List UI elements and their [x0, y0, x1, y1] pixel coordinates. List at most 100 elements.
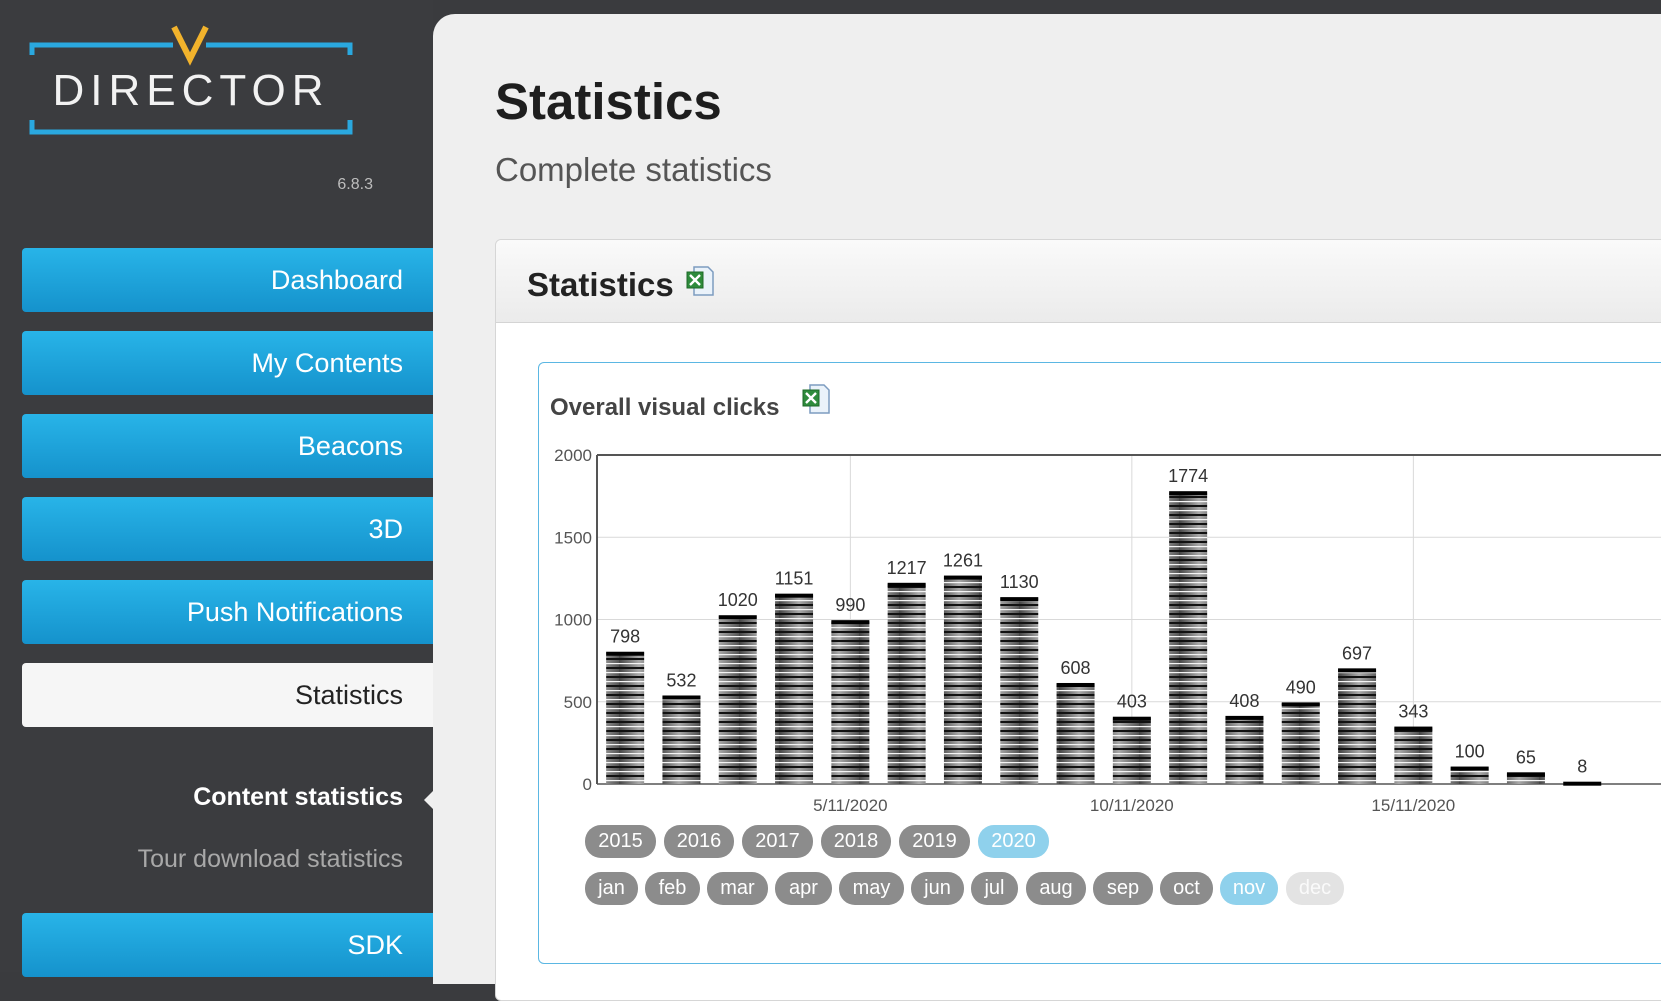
- bar-data-label: 343: [1398, 702, 1428, 722]
- bar-data-label: 1130: [1000, 572, 1039, 592]
- month-pill-mar[interactable]: mar: [707, 872, 768, 905]
- bar-data-label: 697: [1342, 643, 1372, 663]
- bar: [1225, 716, 1264, 784]
- month-pill-feb[interactable]: feb: [645, 872, 700, 905]
- bar: [1281, 703, 1320, 784]
- year-pill-2019[interactable]: 2019: [899, 825, 970, 858]
- year-pill-2016[interactable]: 2016: [664, 825, 734, 858]
- bar-cap: [1281, 702, 1320, 707]
- app-version: 6.8.3: [337, 176, 373, 193]
- nav-push-notifications[interactable]: Push Notifications: [22, 580, 433, 644]
- excel-icon[interactable]: [802, 384, 830, 414]
- page-title: Statistics: [495, 73, 722, 130]
- month-pill-nov[interactable]: nov: [1220, 872, 1278, 905]
- active-caret-icon: [424, 790, 434, 810]
- bar-data-label: 1774: [1168, 466, 1208, 486]
- bar-data-label: 408: [1229, 691, 1259, 711]
- nav-3d[interactable]: 3D: [22, 497, 433, 561]
- bar-cap: [1394, 726, 1433, 731]
- y-tick-label: 1500: [554, 528, 592, 547]
- nav-beacons[interactable]: Beacons: [22, 414, 433, 478]
- nav-dashboard[interactable]: Dashboard: [22, 248, 433, 312]
- bar-data-label: 490: [1286, 677, 1316, 697]
- bar: [662, 696, 701, 784]
- bar: [1450, 767, 1489, 784]
- bar-data-label: 1020: [718, 590, 758, 610]
- bar-chart: 0 500 1000 1500 2000 5/11/2020 10/11/2020 15/11…: [554, 446, 1661, 815]
- bar: [831, 621, 870, 784]
- month-pill-dec: dec: [1286, 872, 1344, 905]
- bar: [1112, 717, 1151, 784]
- chart-card: Overall visual clicks 0 500 1000 1500 2000 5/…: [538, 362, 1661, 964]
- bar: [718, 616, 757, 784]
- statistics-panel: Statistics Overall visual clicks 0 500 100…: [495, 239, 1661, 1001]
- month-pill-apr[interactable]: apr: [775, 872, 832, 905]
- bar: [606, 652, 645, 784]
- director-logo[interactable]: DIRECTOR: [28, 25, 378, 155]
- nav-statistics[interactable]: Statistics: [22, 663, 433, 727]
- nav-sub-content-statistics[interactable]: Content statistics: [193, 783, 403, 811]
- bar-cap: [1225, 715, 1264, 720]
- sidebar: DIRECTOR 6.8.3 Dashboard My Contents Bea…: [0, 0, 434, 977]
- bar-data-label: 1217: [887, 558, 927, 578]
- x-tick-label: 10/11/2020: [1090, 796, 1174, 815]
- bar-data-label: 65: [1516, 747, 1536, 767]
- page-subtitle: Complete statistics: [495, 151, 772, 188]
- bar: [1506, 773, 1545, 784]
- bar-data-label: 608: [1061, 658, 1091, 678]
- y-tick-label: 500: [564, 693, 592, 712]
- month-pill-may[interactable]: may: [839, 872, 904, 905]
- bar: [1000, 598, 1039, 784]
- bar-data-label: 403: [1117, 692, 1147, 712]
- bar-cap: [1056, 682, 1095, 687]
- bar-cap: [831, 620, 870, 625]
- bar-cap: [606, 651, 645, 656]
- month-pill-jan[interactable]: jan: [585, 872, 638, 905]
- bar-cap: [1000, 597, 1039, 602]
- y-tick-label: 2000: [554, 446, 592, 465]
- nav-sdk[interactable]: SDK: [22, 913, 433, 977]
- nav-my-contents[interactable]: My Contents: [22, 331, 433, 395]
- excel-icon[interactable]: [686, 266, 714, 296]
- logo-text: DIRECTOR: [53, 66, 330, 115]
- bar-data-label: 798: [610, 627, 640, 647]
- bar: [775, 594, 814, 784]
- bar-data-label: 100: [1455, 742, 1485, 762]
- month-pill-sep[interactable]: sep: [1093, 872, 1153, 905]
- bar-cap: [943, 575, 982, 580]
- month-pill-oct[interactable]: oct: [1160, 872, 1213, 905]
- month-pill-aug[interactable]: aug: [1026, 872, 1086, 905]
- bar-cap: [1506, 772, 1545, 777]
- bar-data-label: 1261: [943, 551, 983, 571]
- x-tick-label: 5/11/2020: [813, 796, 887, 815]
- bar-cap: [1338, 668, 1377, 673]
- bar-cap: [1450, 766, 1489, 771]
- bar-data-label: 8: [1577, 757, 1587, 777]
- year-pill-2018[interactable]: 2018: [821, 825, 891, 858]
- bar-cap: [662, 695, 701, 700]
- bar: [887, 583, 926, 784]
- year-pill-2020[interactable]: 2020: [978, 825, 1049, 858]
- bar: [1056, 683, 1095, 784]
- x-tick-label: 15/11/2020: [1371, 796, 1455, 815]
- bar-cap: [1563, 781, 1602, 786]
- bar-cap: [718, 615, 757, 620]
- nav-sub-tour-download-statistics[interactable]: Tour download statistics: [137, 845, 403, 873]
- bar-cap: [775, 593, 814, 598]
- y-tick-label: 0: [583, 775, 592, 794]
- bar: [943, 576, 982, 784]
- panel-header: Statistics: [496, 240, 1661, 323]
- month-pill-jun[interactable]: jun: [911, 872, 964, 905]
- bar-cap: [887, 582, 926, 587]
- year-pill-2017[interactable]: 2017: [742, 825, 813, 858]
- panel-title: Statistics: [527, 266, 674, 303]
- year-pill-2015[interactable]: 2015: [585, 825, 656, 858]
- bar-data-label: 1151: [775, 569, 814, 589]
- bar: [1394, 727, 1433, 784]
- bar-data-label: 990: [835, 595, 865, 615]
- bar-cap: [1112, 716, 1151, 721]
- main-content: Statistics Complete statistics Statistic…: [433, 14, 1661, 1001]
- y-tick-label: 1000: [554, 611, 592, 630]
- bar-cap: [1169, 491, 1208, 496]
- month-pill-jul[interactable]: jul: [971, 872, 1018, 905]
